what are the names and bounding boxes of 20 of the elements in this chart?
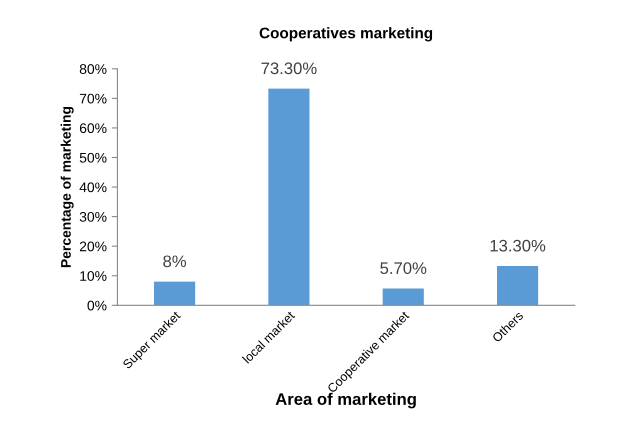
chart-title: Cooperatives marketing <box>260 27 432 42</box>
y-tick-label: 30% <box>80 212 107 222</box>
data-label: 73.30% <box>262 62 317 74</box>
y-tick-label: 50% <box>80 152 107 163</box>
bar <box>496 266 538 306</box>
y-tick-label: 80% <box>80 64 107 74</box>
y-tick-label: 20% <box>80 242 107 252</box>
y-tick-label: 70% <box>80 94 107 104</box>
x-axis-title: Area of marketing <box>276 392 416 408</box>
bar <box>154 282 196 306</box>
y-tick-label: 40% <box>80 182 107 192</box>
y-tick-label: 0% <box>87 300 107 310</box>
y-axis-title: Percentage of marketing <box>60 106 74 268</box>
data-label: 8% <box>163 255 186 268</box>
data-label: 13.30% <box>490 240 546 252</box>
y-tick-label: 10% <box>80 271 107 281</box>
data-label: 5.70% <box>380 262 426 274</box>
bar <box>268 88 310 306</box>
bar <box>382 288 424 306</box>
y-tick-label: 60% <box>80 123 107 134</box>
